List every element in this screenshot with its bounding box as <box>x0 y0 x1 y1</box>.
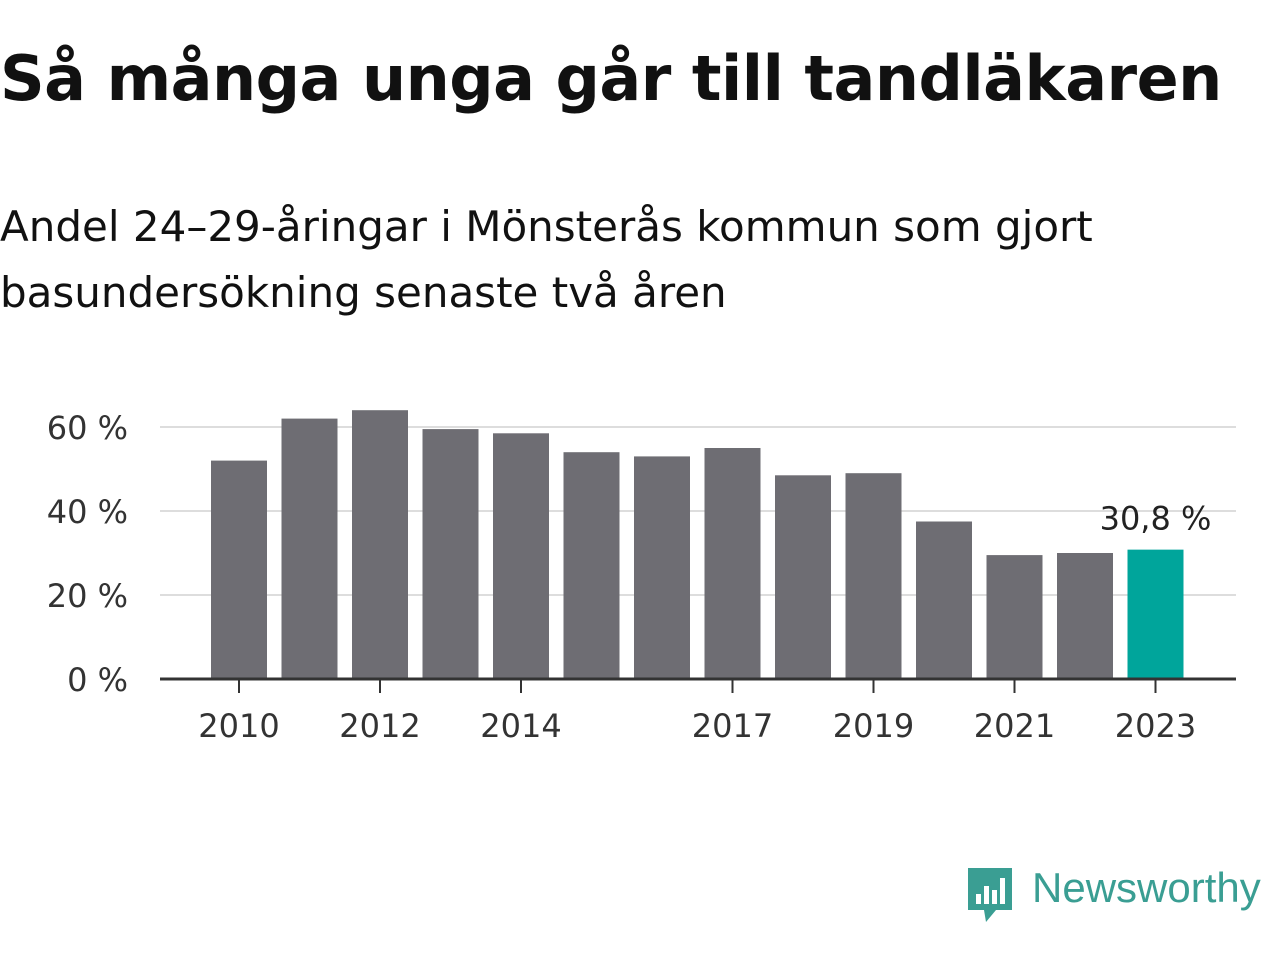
newsworthy-chart-bubble-icon <box>968 868 1012 922</box>
y-tick-label: 40 % <box>47 493 128 531</box>
y-tick-label: 20 % <box>47 577 128 615</box>
bar <box>493 433 549 679</box>
bar <box>211 460 267 679</box>
chart-title: Så många unga går till tandläkaren <box>0 42 1222 115</box>
bar <box>916 521 972 679</box>
x-tick-label: 2014 <box>480 707 561 745</box>
bar <box>986 555 1043 679</box>
highlight-data-label: 30,8 % <box>1100 500 1212 538</box>
x-tick-label: 2010 <box>198 707 279 745</box>
chart-subtitle: Andel 24–29-åringar i Mönsterås kommun s… <box>0 202 1093 317</box>
newsworthy-logo-text: Newsworthy <box>1032 864 1261 911</box>
y-tick-label: 0 % <box>67 661 128 699</box>
bar <box>704 448 761 679</box>
x-tick-label: 2017 <box>692 707 773 745</box>
bar <box>845 473 902 679</box>
bar <box>634 456 690 679</box>
bar <box>775 475 831 679</box>
x-tick-label: 2021 <box>974 707 1055 745</box>
bar <box>422 429 479 679</box>
bar <box>1057 553 1113 679</box>
x-tick-label: 2023 <box>1115 707 1196 745</box>
highlight-bar <box>1127 549 1184 679</box>
bar <box>352 410 408 679</box>
y-tick-label: 60 % <box>47 409 128 447</box>
x-tick-label: 2012 <box>339 707 420 745</box>
newsworthy-logo: Newsworthy <box>962 862 1280 928</box>
bar-chart: 0 % 20 % 40 % 60 % 2010 2012 2014 2017 2019 2021 2… <box>47 409 1236 745</box>
bar <box>563 452 620 679</box>
bar <box>281 418 338 679</box>
x-tick-label: 2019 <box>833 707 914 745</box>
